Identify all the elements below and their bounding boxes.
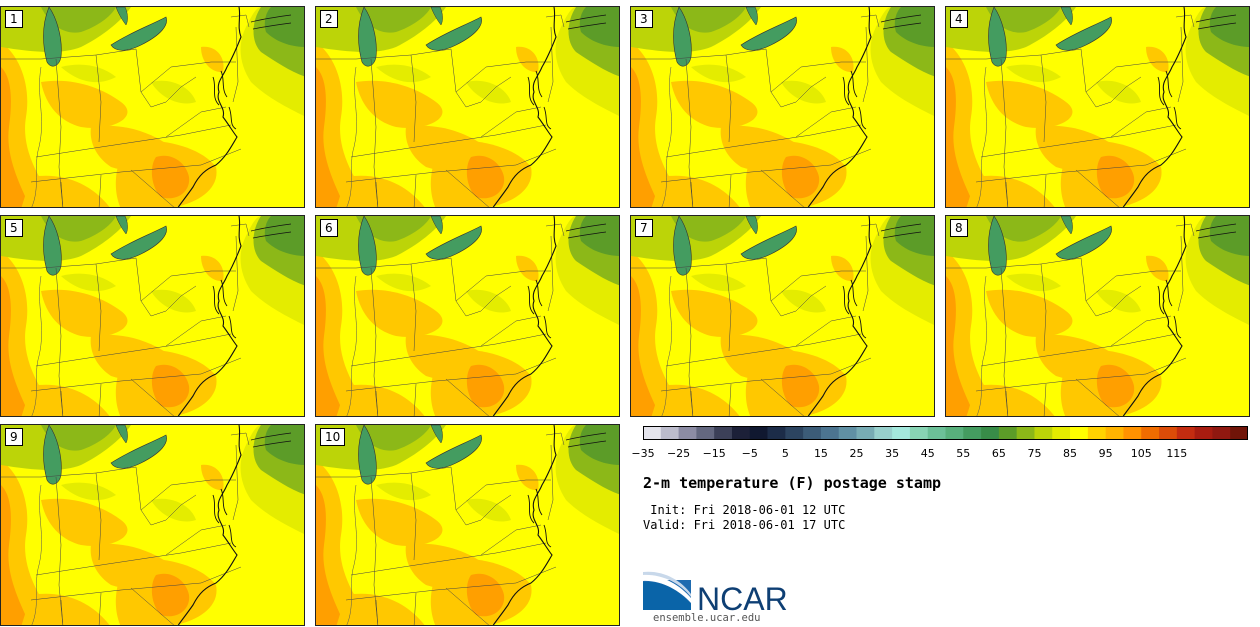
colorbar-swatch — [963, 426, 982, 440]
colorbar-tick-label: 25 — [849, 447, 864, 460]
colorbar-swatch — [803, 426, 822, 440]
colorbar-swatch — [749, 426, 768, 440]
colorbar-tick-label: 15 — [813, 447, 828, 460]
colorbar-frame — [643, 426, 1248, 440]
colorbar-swatch — [1105, 426, 1124, 440]
colorbar-swatch — [1141, 426, 1160, 440]
colorbar-swatch — [1016, 426, 1035, 440]
colorbar-swatch — [1123, 426, 1142, 440]
init-time: Init: Fri 2018-06-01 12 UTC — [643, 503, 846, 517]
temperature-map — [316, 216, 619, 416]
colorbar-swatch — [874, 426, 893, 440]
temperature-colorbar — [643, 426, 1248, 440]
colorbar-tick-label: 35 — [885, 447, 900, 460]
member-label: 1 — [5, 10, 23, 28]
colorbar-swatch — [856, 426, 875, 440]
colorbar-swatch — [1159, 426, 1178, 440]
colorbar-swatch — [1176, 426, 1196, 440]
valid-time: Valid: Fri 2018-06-01 17 UTC — [643, 518, 846, 532]
colorbar-swatch — [785, 426, 804, 440]
colorbar-tick-label: 75 — [1027, 447, 1042, 460]
temperature-map — [1, 7, 304, 207]
colorbar-tick-label: 65 — [991, 447, 1006, 460]
colorbar-swatch — [1034, 426, 1053, 440]
colorbar-swatch — [1194, 426, 1213, 440]
member-label: 10 — [320, 428, 346, 446]
member-label: 3 — [635, 10, 653, 28]
website-url: ensemble.ucar.edu — [653, 612, 761, 624]
ncar-logo-text: NCAR — [697, 581, 788, 612]
colorbar-swatch — [927, 426, 946, 440]
colorbar-swatch — [981, 426, 1000, 440]
temperature-map — [946, 216, 1249, 416]
colorbar-tick-label: 85 — [1063, 447, 1078, 460]
colorbar-tick-label: −35 — [631, 447, 655, 460]
ensemble-member-panel-4: 4 — [945, 6, 1250, 208]
colorbar-swatch — [696, 426, 715, 440]
colorbar-swatch — [820, 426, 840, 440]
colorbar-tick-label: 45 — [920, 447, 935, 460]
colorbar-swatch — [892, 426, 911, 440]
colorbar-swatch — [660, 426, 679, 440]
member-label: 8 — [950, 219, 968, 237]
colorbar-swatch — [1052, 426, 1071, 440]
colorbar-tick-label: −15 — [702, 447, 726, 460]
member-label: 4 — [950, 10, 968, 28]
colorbar-swatch — [909, 426, 929, 440]
colorbar-swatch — [945, 426, 964, 440]
temperature-map — [631, 216, 934, 416]
temperature-map — [316, 425, 619, 625]
colorbar-swatch — [1212, 426, 1231, 440]
ncar-logo: NCAR — [643, 571, 788, 612]
colorbar-tick-label: 55 — [956, 447, 971, 460]
temperature-map — [1, 425, 304, 625]
member-label: 2 — [320, 10, 338, 28]
member-label: 9 — [5, 428, 23, 446]
colorbar-tick-label: 5 — [781, 447, 789, 460]
colorbar-swatch — [998, 426, 1018, 440]
member-label: 6 — [320, 219, 338, 237]
temperature-map — [316, 7, 619, 207]
plot-title: 2-m temperature (F) postage stamp — [643, 474, 942, 492]
colorbar-swatch — [714, 426, 733, 440]
member-label: 7 — [635, 219, 653, 237]
colorbar-swatch — [1070, 426, 1089, 440]
colorbar-swatch — [767, 426, 786, 440]
ensemble-member-panel-8: 8 — [945, 215, 1250, 417]
colorbar-tick-label: −5 — [741, 447, 758, 460]
colorbar-swatch — [678, 426, 697, 440]
colorbar-tick-label: 115 — [1166, 447, 1188, 460]
colorbar-swatch — [731, 426, 751, 440]
ensemble-member-panel-6: 6 — [315, 215, 620, 417]
ensemble-member-panel-9: 9 — [0, 424, 305, 626]
temperature-map — [946, 7, 1249, 207]
member-label: 5 — [5, 219, 23, 237]
colorbar-tick-label: 95 — [1098, 447, 1113, 460]
temperature-map — [1, 216, 304, 416]
colorbar-swatch — [838, 426, 857, 440]
ensemble-member-panel-10: 10 — [315, 424, 620, 626]
ensemble-member-panel-5: 5 — [0, 215, 305, 417]
colorbar-swatch — [643, 426, 662, 440]
ensemble-member-panel-7: 7 — [630, 215, 935, 417]
colorbar-swatch — [1087, 426, 1107, 440]
colorbar-tick-label: −25 — [666, 447, 691, 460]
ensemble-member-panel-2: 2 — [315, 6, 620, 208]
colorbar-swatch — [1230, 426, 1248, 440]
temperature-map — [631, 7, 934, 207]
ensemble-member-panel-3: 3 — [630, 6, 935, 208]
colorbar-tick-label: 105 — [1130, 447, 1152, 460]
ensemble-member-panel-1: 1 — [0, 6, 305, 208]
